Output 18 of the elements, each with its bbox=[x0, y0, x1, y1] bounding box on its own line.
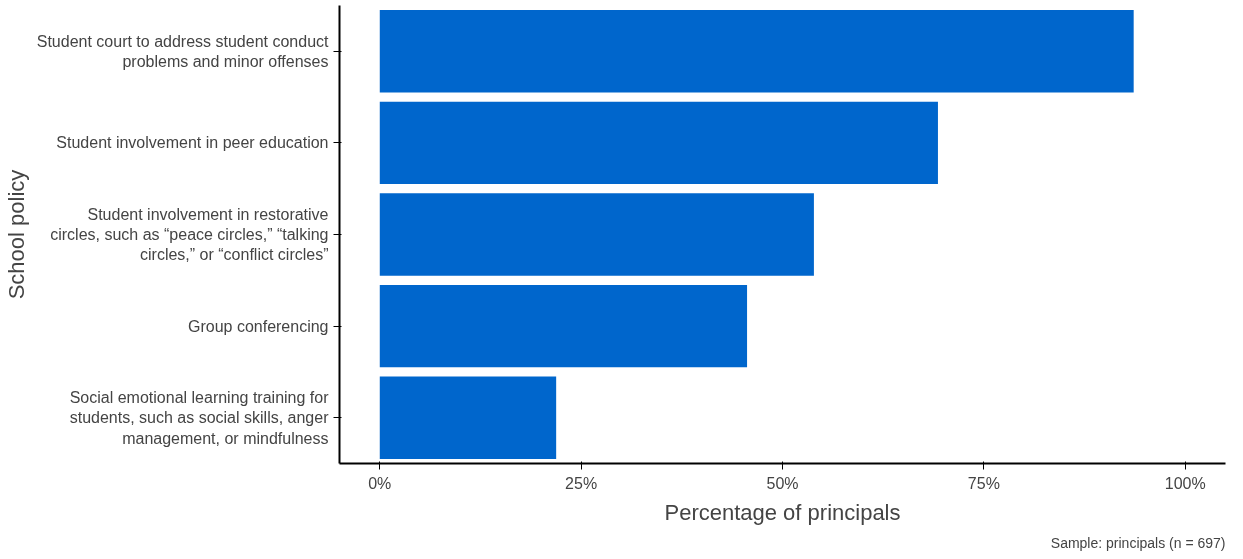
x-tick-label: 50% bbox=[766, 474, 799, 492]
x-axis-title: Percentage of principals bbox=[664, 499, 901, 525]
text: Sample: principals (n = 697) bbox=[1050, 534, 1226, 551]
bar bbox=[379, 193, 814, 276]
y-tick-label: Social emotional learning training for students, such as social skills, anger management, or mindfulness bbox=[69, 388, 330, 447]
bar bbox=[379, 284, 748, 368]
x-tick-label: 0% bbox=[368, 474, 392, 492]
bar bbox=[379, 376, 557, 459]
y-tick-label: Student court to address student conduct problems and minor offenses bbox=[36, 32, 330, 70]
x-tick-label: 75% bbox=[967, 474, 1000, 492]
x-tick-label: 25% bbox=[565, 474, 598, 492]
y-tick-label: Group conferencing bbox=[187, 317, 329, 335]
y-tick-label: Student involvement in restorative circles, such as “peace circles,” “talking circles,” or “conflict circles” bbox=[50, 205, 329, 264]
bar bbox=[379, 101, 938, 185]
y-axis-title: School policy bbox=[3, 169, 29, 300]
y-tick-label: Student involvement in peer education bbox=[56, 134, 329, 152]
bar bbox=[379, 10, 1134, 93]
x-tick-label: 100% bbox=[1164, 474, 1206, 492]
